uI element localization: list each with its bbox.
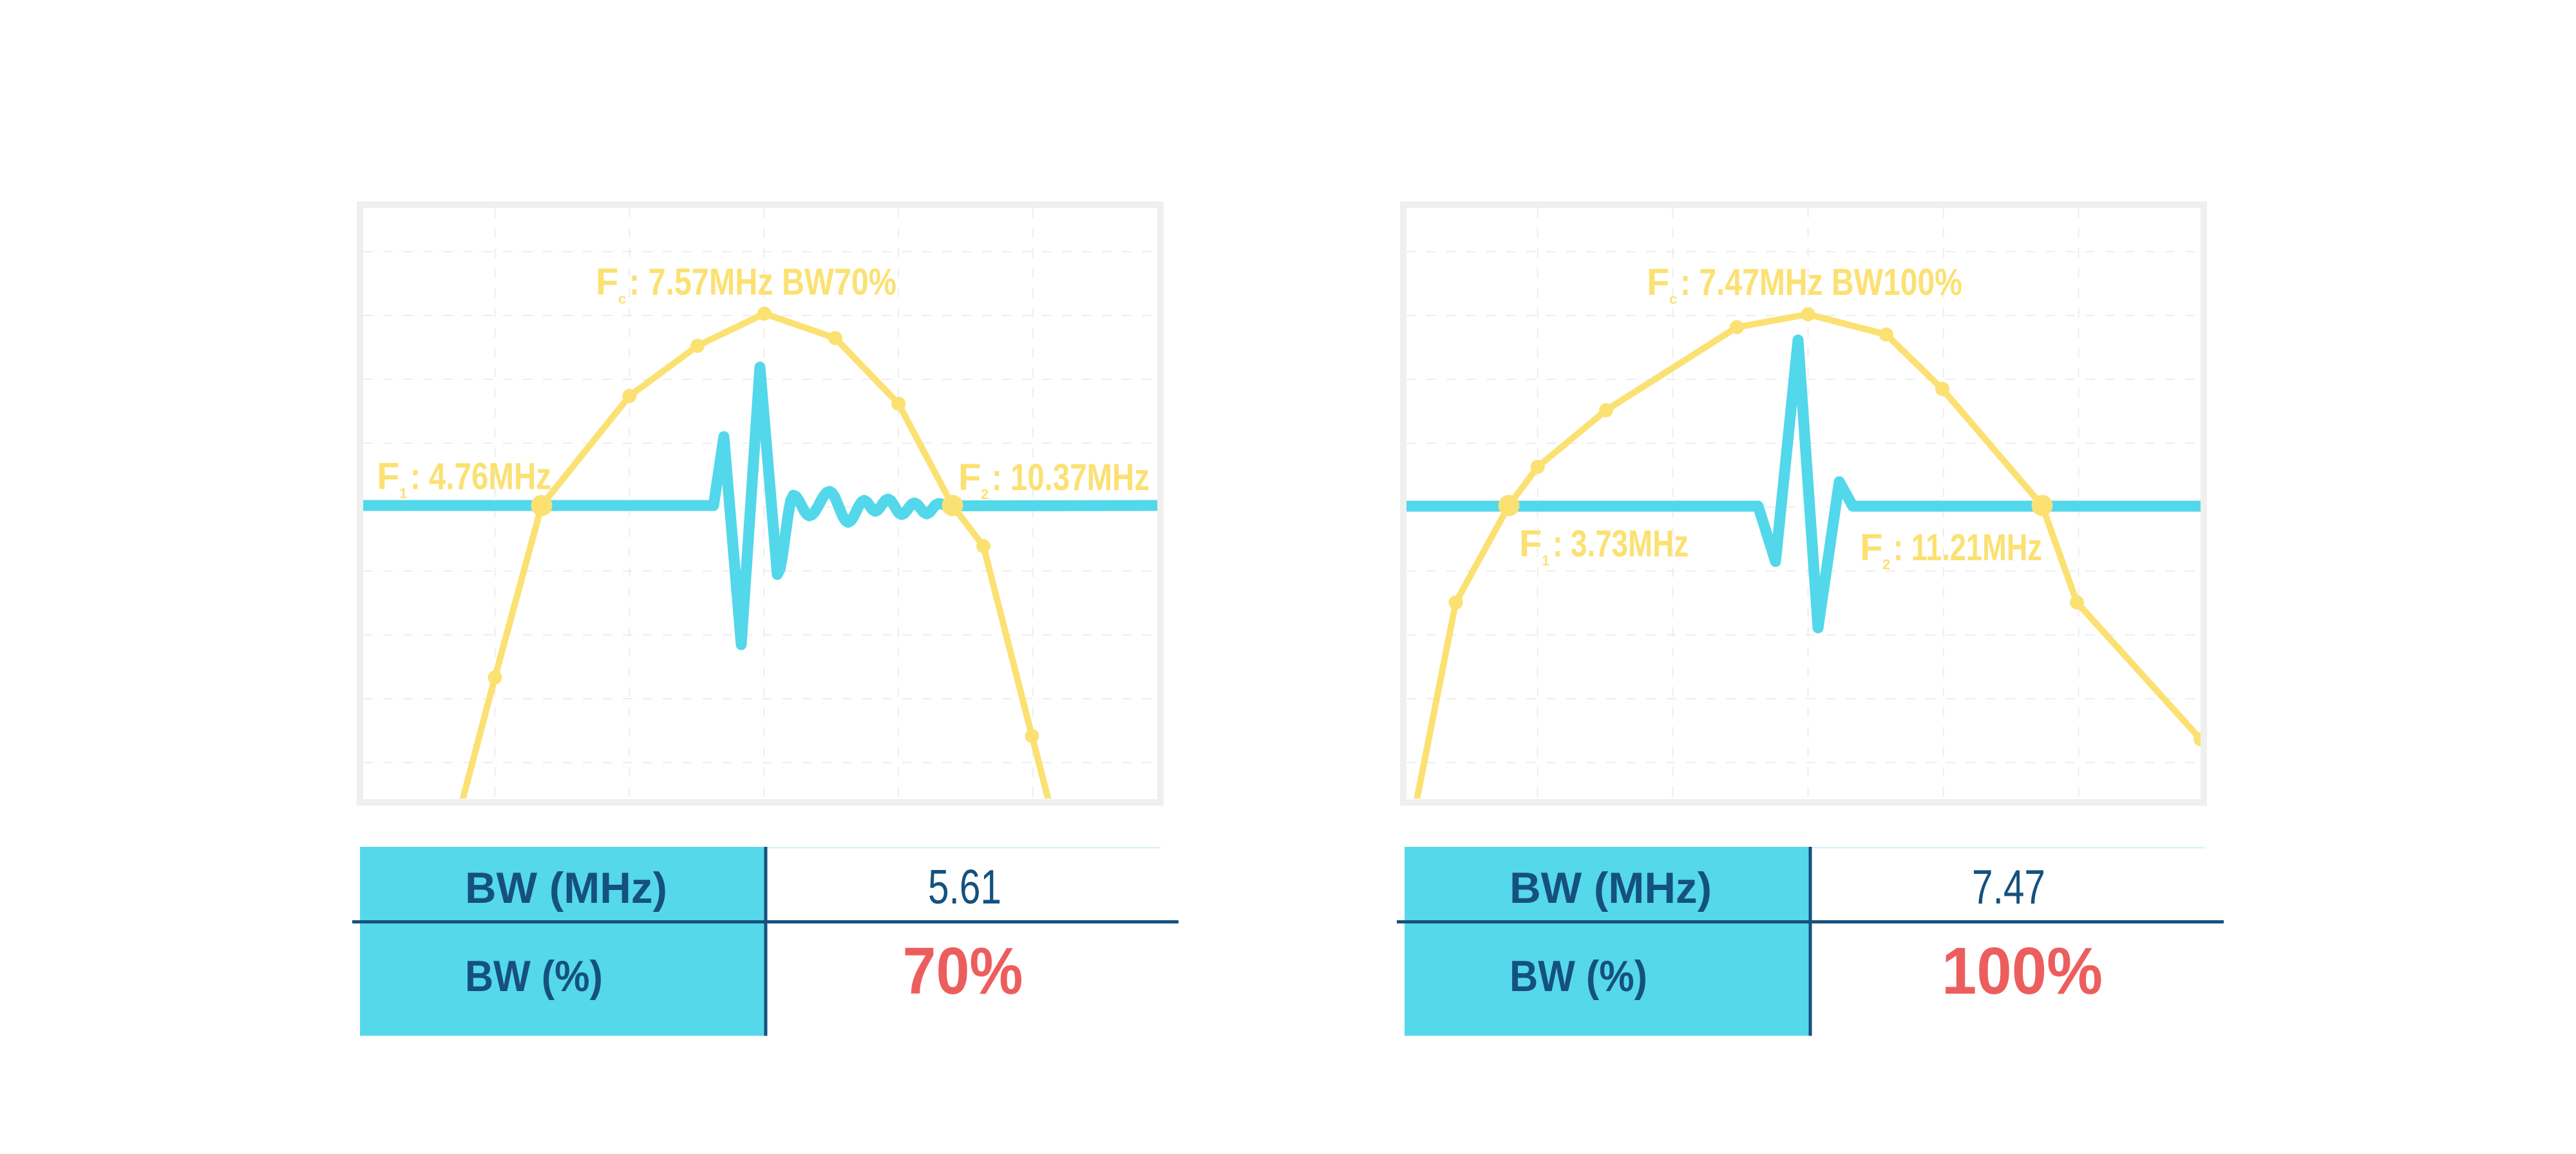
svg-text:BW (MHz): BW (MHz) bbox=[1510, 864, 1712, 913]
svg-text:F: F bbox=[1860, 527, 1882, 569]
svg-text:F: F bbox=[958, 457, 981, 498]
svg-text:BW (%): BW (%) bbox=[1510, 952, 1647, 1001]
svg-text:100%: 100% bbox=[1942, 934, 2103, 1008]
svg-text:F: F bbox=[1519, 523, 1542, 565]
svg-text:70%: 70% bbox=[903, 934, 1023, 1008]
svg-text:5.61: 5.61 bbox=[928, 860, 1001, 914]
svg-text:: 3.73MHz: : 3.73MHz bbox=[1553, 523, 1689, 565]
svg-text:c: c bbox=[1669, 291, 1677, 307]
svg-text:F: F bbox=[377, 456, 399, 498]
svg-text:: 4.76MHz: : 4.76MHz bbox=[410, 456, 551, 498]
svg-text:2: 2 bbox=[981, 486, 989, 502]
svg-text:: 7.57MHz BW70%: : 7.57MHz BW70% bbox=[629, 261, 896, 303]
svg-text:7.47: 7.47 bbox=[1972, 860, 2045, 914]
svg-text:: 7.47MHz BW100%: : 7.47MHz BW100% bbox=[1680, 261, 1962, 303]
svg-text:1: 1 bbox=[1542, 553, 1549, 569]
svg-text:BW (MHz): BW (MHz) bbox=[465, 864, 667, 913]
svg-text:: 10.37MHz: : 10.37MHz bbox=[992, 457, 1150, 498]
svg-text:c: c bbox=[618, 291, 626, 307]
svg-text:F: F bbox=[1647, 261, 1669, 303]
svg-text:1: 1 bbox=[399, 486, 407, 502]
svg-text:F: F bbox=[596, 261, 618, 303]
svg-text:2: 2 bbox=[1882, 556, 1890, 572]
svg-text:: 11.21MHz: : 11.21MHz bbox=[1893, 527, 2042, 569]
svg-text:BW (%): BW (%) bbox=[465, 952, 603, 1001]
